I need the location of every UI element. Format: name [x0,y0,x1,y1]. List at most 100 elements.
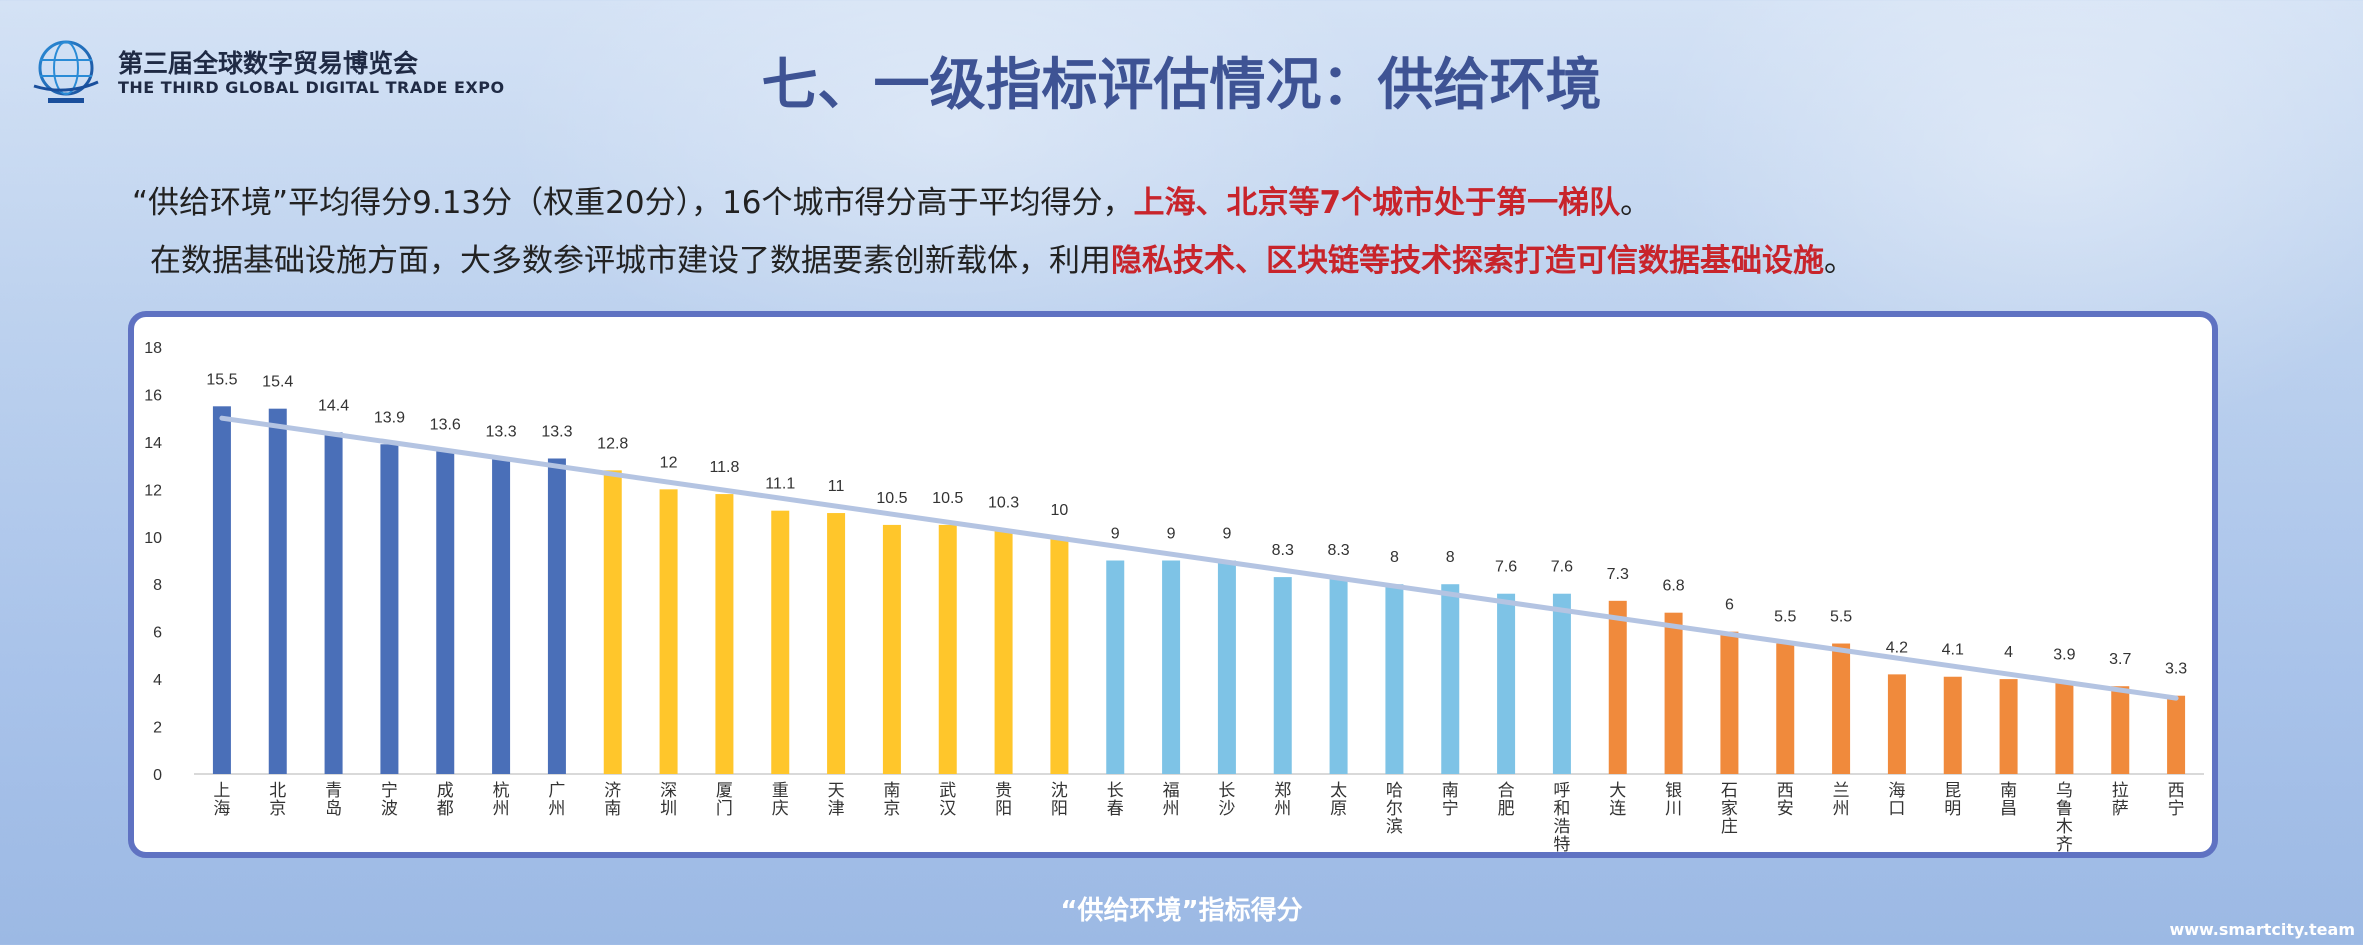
y-tick-label: 18 [144,340,162,357]
x-tick-label: 沈阳 [1051,781,1068,819]
x-tick-label: 宁波 [381,781,398,819]
data-label: 10 [1051,502,1069,519]
x-tick-label: 哈尔滨 [1386,781,1403,837]
x-tick-label: 南昌 [2000,781,2017,819]
bar-广州 [547,458,566,774]
data-label: 7.3 [1607,566,1629,583]
x-tick-label: 武汉 [939,781,956,819]
x-tick-label: 郑州 [1274,781,1291,819]
bar-郑州 [1273,577,1292,774]
data-label: 12 [660,454,678,471]
x-tick-label: 重庆 [772,781,789,819]
logo-english-name: THE THIRD GLOBAL DIGITAL TRADE EXPO [118,78,505,97]
bar-西宁 [2167,695,2186,774]
x-tick-label: 昆明 [1944,781,1961,819]
data-label: 8 [1390,549,1399,566]
bar-重庆 [771,510,790,774]
bar-成都 [436,451,455,774]
bar-大连 [1608,600,1627,774]
bar-南宁 [1441,584,1460,774]
x-tick-label: 天津 [828,781,845,819]
x-tick-label: 济南 [604,781,621,819]
summary-line-1-text: “供给环境”平均得分9.13分（权重20分），16个城市得分高于平均得分， [132,185,1134,221]
x-tick-label: 长春 [1107,781,1124,819]
summary-line-2-highlight: 隐私技术、区块链等技术探索打造可信数据基础设施 [1111,243,1824,279]
x-tick-label: 广州 [548,781,565,819]
bar-杭州 [492,458,511,774]
bar-沈阳 [1050,536,1069,774]
summary-line-1-highlight: 上海、北京等7个城市处于第一梯队 [1133,185,1621,221]
y-tick-label: 12 [144,482,162,499]
bar-济南 [603,470,622,774]
x-tick-label: 福州 [1163,781,1180,819]
data-label: 10.5 [932,490,963,507]
data-label: 6 [1725,597,1734,614]
data-label: 7.6 [1551,559,1573,576]
bar-上海 [212,406,231,774]
x-tick-label: 南宁 [1442,781,1459,819]
x-tick-label: 青岛 [325,781,342,819]
y-tick-label: 0 [153,767,162,784]
chart-caption: “供给环境”指标得分 [1060,896,1303,926]
bar-宁波 [380,444,399,774]
x-tick-label: 成都 [437,781,454,819]
chart-card: 0 2 4 6 8 10 12 14 16 18 15.5 15.4 14.4 13.9 13.6 13.3 1… [128,311,2218,858]
x-tick-label: 海口 [1888,781,1905,819]
bar-西安 [1776,643,1795,774]
summary-line-2-end: 。 [1824,243,1855,279]
bar-长春 [1106,560,1125,774]
y-tick-label: 14 [144,435,162,452]
bar-合肥 [1497,593,1516,774]
x-tick-label: 西安 [1777,781,1794,819]
data-label: 3.3 [2165,661,2187,678]
bar-福州 [1162,560,1181,774]
summary-line-1-end: 。 [1620,185,1652,221]
y-tick-label: 6 [153,625,162,642]
bar-银川 [1664,612,1683,774]
data-label: 4.1 [1942,642,1964,659]
x-tick-label: 太原 [1330,781,1347,819]
x-tick-label: 拉萨 [2112,781,2129,819]
x-tick-label: 深圳 [660,781,677,819]
data-label: 9 [1222,526,1231,543]
x-tick-label: 南京 [883,781,900,819]
bar-天津 [827,513,846,774]
data-label: 9 [1167,526,1176,543]
data-label: 15.4 [262,374,293,391]
bar-厦门 [715,494,734,774]
x-tick-label: 厦门 [716,781,733,819]
x-tick-label: 石家庄 [1721,781,1738,837]
bar-呼和浩特 [1552,593,1571,774]
data-label: 3.9 [2053,646,2075,663]
x-tick-label: 北京 [269,781,286,819]
x-tick-label: 兰州 [1833,781,1850,819]
data-label: 14.4 [318,397,349,414]
bar-石家庄 [1720,631,1739,774]
bar-深圳 [659,489,678,774]
trend-line [219,415,2179,701]
bar-南昌 [1999,679,2018,774]
bar-昆明 [1943,676,1962,774]
data-label: 13.3 [486,423,517,440]
data-label: 12.8 [597,435,628,452]
bar-青岛 [324,432,343,774]
data-label: 4 [2004,644,2013,661]
data-label: 10.3 [988,495,1019,512]
data-label: 11.1 [765,476,795,493]
data-label: 8.3 [1327,542,1349,559]
summary-line-2: 在数据基础设施方面，大多数参评城市建设了数据要素创新载体，利用隐私技术、区块链等… [150,235,1855,280]
data-label: 5.5 [1830,609,1852,626]
x-tick-label: 贵阳 [995,781,1012,819]
data-label: 8.3 [1272,542,1294,559]
bar-太原 [1329,577,1348,774]
bar-拉萨 [2111,686,2130,774]
summary-line-2-text: 在数据基础设施方面，大多数参评城市建设了数据要素创新载体，利用 [150,243,1111,279]
data-label: 3.7 [2109,651,2131,668]
x-tick-label: 呼和浩特 [1553,781,1570,852]
bar-海口 [1887,674,1906,774]
data-label: 9 [1111,526,1120,543]
expo-logo: 第三届全球数字贸易博览会 THE THIRD GLOBAL DIGITAL TR… [30,38,504,108]
data-label: 13.3 [541,423,572,440]
summary-line-1: “供给环境”平均得分9.13分（权重20分），16个城市得分高于平均得分，上海、… [132,177,1651,222]
bar-南京 [882,524,901,774]
